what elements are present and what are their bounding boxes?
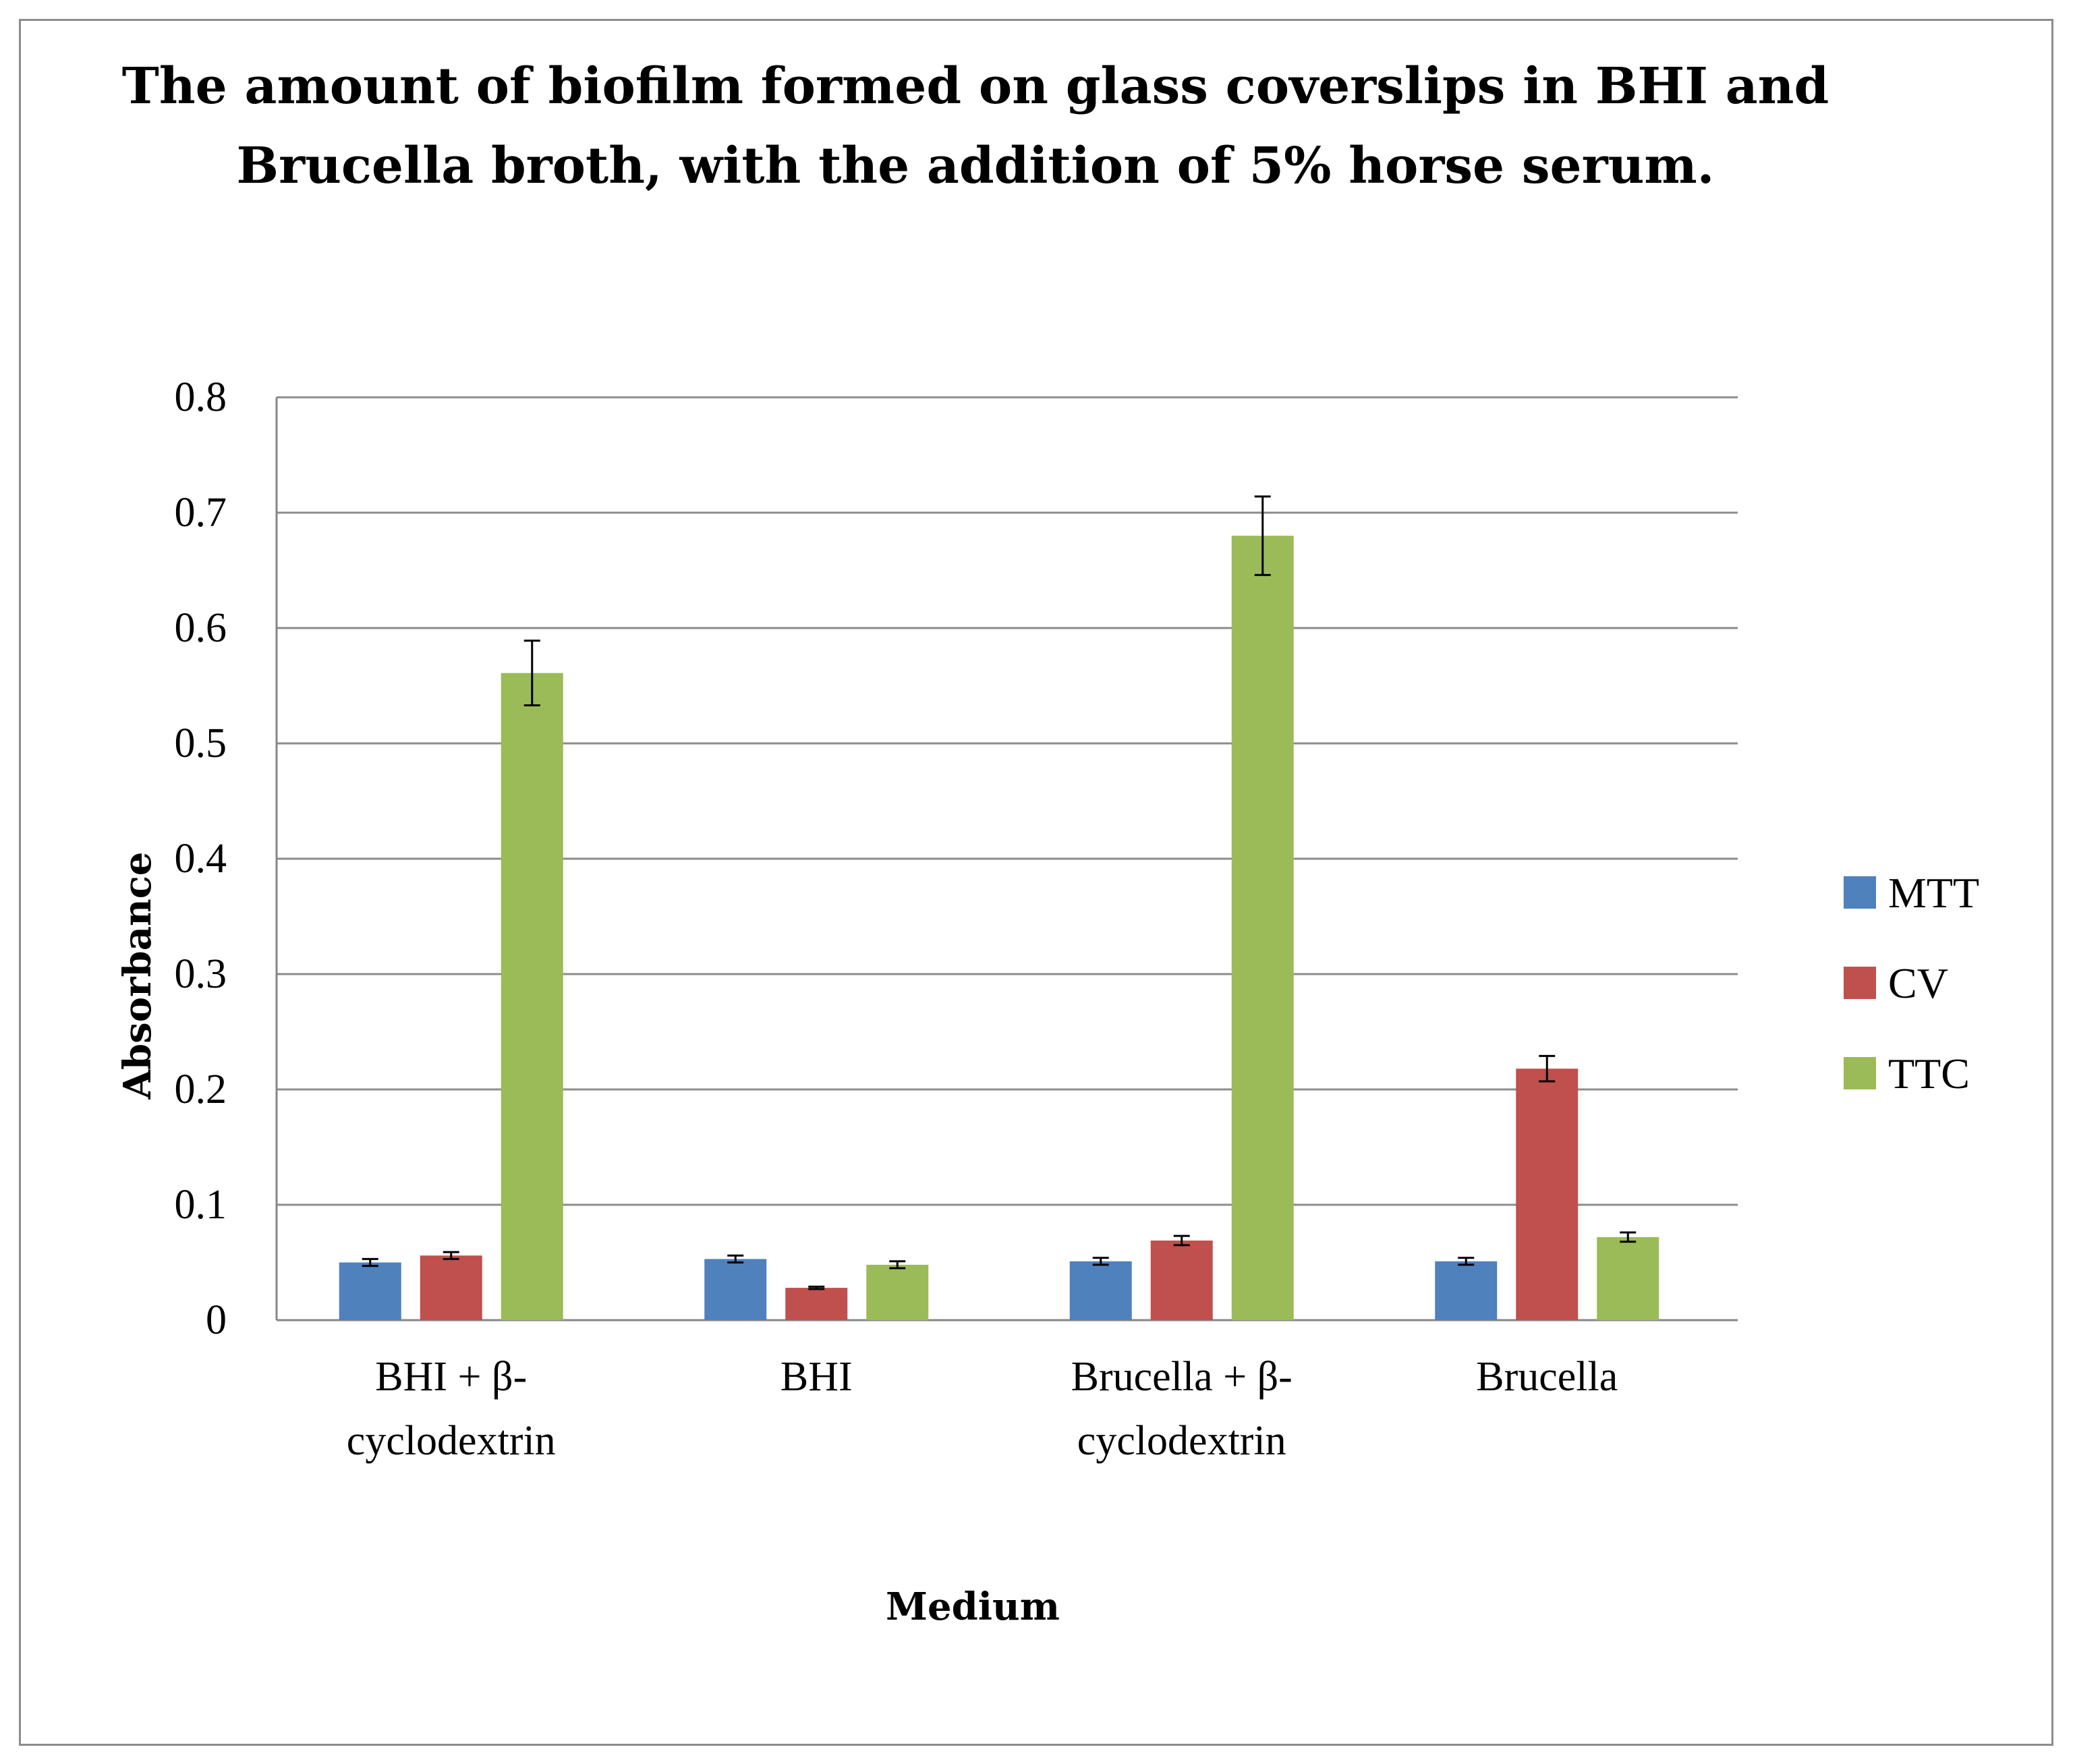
bar-cv — [1516, 1069, 1579, 1320]
legend-swatch — [1844, 967, 1876, 999]
x-tick-label: BHI + β- — [375, 1354, 527, 1400]
legend: MTT CV TTC — [1844, 869, 1979, 1098]
bar-ttc — [501, 673, 563, 1320]
error-bar — [1173, 1234, 1190, 1247]
bars — [339, 536, 1659, 1321]
bar-cv — [785, 1288, 848, 1320]
y-tick-label: 0.6 — [175, 605, 227, 651]
chart-frame: The amount of biofilm formed on glass co… — [19, 19, 2053, 1746]
y-axis-tick-labels: 0 0.1 0.2 0.3 0.4 0.5 0.6 0.7 0.8 — [175, 374, 227, 1343]
bar-mtt — [339, 1262, 401, 1320]
error-bar — [889, 1260, 906, 1270]
error-bar — [443, 1251, 459, 1260]
y-tick-label: 0.3 — [175, 951, 227, 997]
bar-ttc — [1597, 1236, 1659, 1320]
legend-label: TTC — [1888, 1050, 1970, 1098]
bar-cv — [1150, 1241, 1213, 1320]
legend-item-cv: CV — [1844, 959, 1948, 1007]
bar-mtt — [1435, 1261, 1498, 1320]
y-axis-title: Absorbance — [115, 852, 160, 1100]
bar-cv — [420, 1255, 482, 1320]
error-bar — [727, 1254, 744, 1263]
error-bar — [362, 1257, 378, 1268]
x-tick-label: Brucella + β- — [1071, 1354, 1293, 1400]
y-tick-label: 0.4 — [175, 836, 227, 882]
y-tick-label: 0.2 — [175, 1066, 227, 1112]
bar-mtt — [1069, 1261, 1132, 1320]
legend-swatch — [1844, 1057, 1876, 1089]
error-bar — [1620, 1231, 1637, 1243]
x-tick-label: BHI — [780, 1354, 853, 1400]
error-bar — [1254, 495, 1271, 576]
error-bar — [1092, 1257, 1109, 1266]
error-bars — [362, 495, 1637, 1290]
y-tick-label: 0.7 — [175, 490, 227, 536]
chart-title: The amount of biofilm formed on glass co… — [122, 57, 1829, 195]
x-axis-title: Medium — [886, 1585, 1060, 1629]
y-tick-label: 0.1 — [175, 1182, 227, 1228]
error-bar — [1458, 1257, 1475, 1266]
chart-title-line-1: The amount of biofilm formed on glass co… — [122, 57, 1829, 115]
x-tick-label: Brucella — [1476, 1354, 1618, 1400]
chart: The amount of biofilm formed on glass co… — [115, 57, 1979, 1629]
x-tick-label: cyclodextrin — [1077, 1418, 1286, 1464]
legend-label: MTT — [1888, 869, 1979, 917]
error-bar — [1539, 1054, 1556, 1083]
y-tick-label: 0 — [206, 1297, 227, 1343]
legend-label: CV — [1888, 959, 1948, 1007]
bar-mtt — [704, 1259, 767, 1320]
error-bar — [808, 1285, 825, 1290]
x-tick-label: cyclodextrin — [347, 1418, 556, 1464]
legend-swatch — [1844, 876, 1876, 909]
legend-item-mtt: MTT — [1844, 869, 1979, 917]
error-bar — [523, 639, 540, 707]
x-axis-tick-labels: BHI + β-cyclodextrin BHI Brucella + β-cycl… — [347, 1354, 1618, 1464]
y-tick-label: 0.5 — [175, 720, 227, 766]
y-tick-label: 0.8 — [175, 374, 227, 420]
bar-ttc — [866, 1264, 929, 1320]
bar-ttc — [1231, 536, 1294, 1321]
chart-title-line-2: Brucella broth, with the addition of 5% … — [237, 137, 1715, 195]
legend-item-ttc: TTC — [1844, 1050, 1970, 1098]
